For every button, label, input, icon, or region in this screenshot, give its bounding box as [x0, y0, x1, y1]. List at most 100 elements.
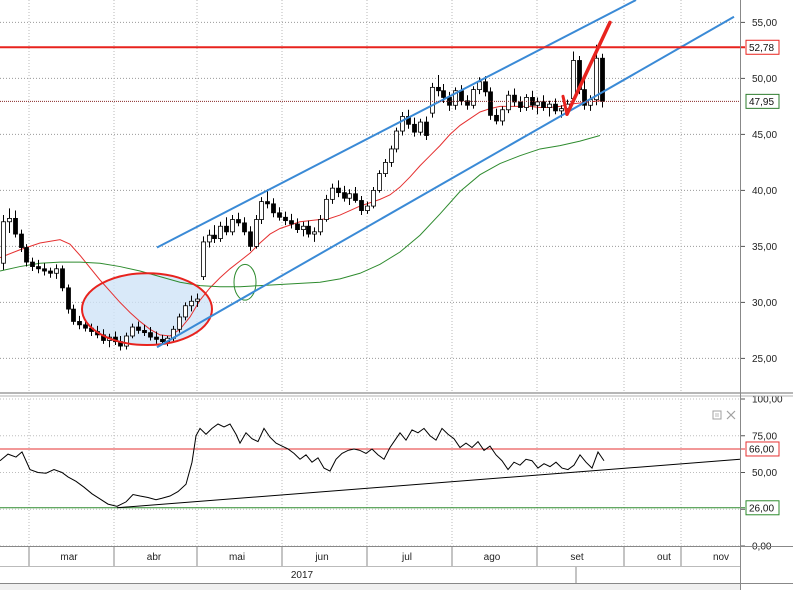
candle-body-up: [506, 94, 511, 111]
candle: [230, 215, 235, 236]
candle: [301, 221, 306, 237]
oscillator-tick-label: 75,00: [752, 431, 777, 442]
candle-body-down: [459, 90, 464, 102]
oscillator-lower-level-tag: [745, 500, 780, 516]
candle: [60, 265, 65, 292]
oscillator-lower-level-label: 26,00: [749, 503, 774, 514]
candle-body-down: [359, 200, 364, 211]
candle: [142, 324, 147, 336]
candle: [77, 315, 82, 330]
candle-body-up: [301, 225, 306, 231]
candle: [424, 116, 429, 140]
candle-body-down: [271, 203, 276, 214]
candle-body-up: [418, 121, 423, 133]
price-grid: [0, 0, 740, 392]
candle-body-down: [441, 90, 446, 98]
candle: [201, 236, 206, 280]
oscillator-tick-label: 50,00: [752, 468, 777, 479]
oscillator-upper-level-tag: [745, 441, 780, 457]
candle-body-up: [500, 109, 505, 122]
candle-body-up: [559, 108, 564, 112]
candle: [277, 207, 282, 221]
candle: [306, 220, 311, 238]
month-label: abr: [147, 552, 162, 563]
candle-body-up: [377, 173, 382, 191]
candle-body-down: [465, 100, 470, 106]
moving-average-short-line: [0, 100, 601, 337]
candle-body-down: [148, 332, 153, 338]
time-x-axis: mar abr mai jun jul ago set out nov 2017: [28, 547, 729, 583]
candle: [518, 96, 523, 112]
candle: [471, 86, 476, 109]
candle-body-down: [289, 220, 294, 225]
candle: [494, 108, 499, 125]
price-tick-label: 30,00: [752, 298, 777, 309]
candle-body-down: [488, 91, 493, 116]
candle-body-up: [318, 219, 323, 233]
candle-body-down: [224, 225, 229, 233]
candle-body-down: [283, 216, 288, 222]
candle-body-down: [24, 247, 29, 263]
candle: [600, 53, 605, 108]
candle: [359, 196, 364, 216]
candle-body-down: [248, 231, 253, 247]
moving-average-long-line: [0, 135, 601, 288]
candle: [295, 218, 300, 233]
candle-body-up: [324, 198, 329, 220]
candle-body-down: [518, 101, 523, 108]
candle: [30, 257, 35, 272]
price-y-axis: 25,00 30,00 35,00 40,00 45,00 50,00 55,00 52,78…: [740, 18, 780, 365]
candle-body-up: [259, 201, 264, 220]
month-label: jun: [314, 552, 328, 563]
candle-body-up: [383, 161, 388, 174]
candle: [7, 208, 12, 233]
candle: [265, 189, 270, 209]
candle-body-up: [124, 335, 129, 347]
candle-body-down: [30, 261, 35, 267]
candle: [383, 159, 388, 177]
candle: [347, 189, 352, 205]
candle-body-up: [347, 193, 352, 199]
candle: [553, 98, 558, 115]
price-tick-label: 40,00: [752, 186, 777, 197]
candle-body-up: [312, 231, 317, 235]
restore-icon: [712, 410, 722, 420]
candle: [389, 145, 394, 167]
candle-body-down: [553, 103, 558, 112]
candle-body-up: [477, 81, 482, 91]
panel-close-button[interactable]: [726, 410, 736, 420]
candle: [124, 332, 129, 350]
candle-body-up: [130, 326, 135, 337]
candle-body-up: [201, 241, 206, 278]
candle: [207, 229, 212, 248]
candle: [24, 244, 29, 267]
horizontal-scrollbar[interactable]: [0, 584, 740, 590]
candle-body-up: [183, 305, 188, 318]
candle: [365, 201, 370, 214]
candle: [500, 106, 505, 126]
candle-body-up: [7, 217, 12, 223]
candle-body-up: [177, 316, 182, 330]
candle-body-up: [365, 205, 370, 211]
candle-body-up: [471, 89, 476, 106]
candle: [236, 212, 241, 227]
candle-body-down: [582, 89, 587, 106]
candle-body-down: [13, 217, 18, 235]
candle: [412, 117, 417, 137]
candle: [83, 321, 88, 332]
candle-body-down: [541, 101, 546, 108]
candle: [488, 87, 493, 120]
panel-restore-button[interactable]: [712, 410, 722, 420]
candle-body-up: [430, 86, 435, 114]
candle-body-down: [483, 81, 488, 93]
candle-body-down: [83, 324, 88, 329]
candle-body-down: [60, 268, 65, 289]
last-price-label: 47,95: [749, 97, 774, 108]
price-tick-label: 55,00: [752, 18, 777, 29]
candle-body-up: [189, 300, 194, 307]
candle-body-down: [136, 326, 141, 331]
oscillator-layer: [0, 423, 745, 509]
price-tick-label: 50,00: [752, 74, 777, 85]
oscillator-trendline: [116, 458, 741, 509]
